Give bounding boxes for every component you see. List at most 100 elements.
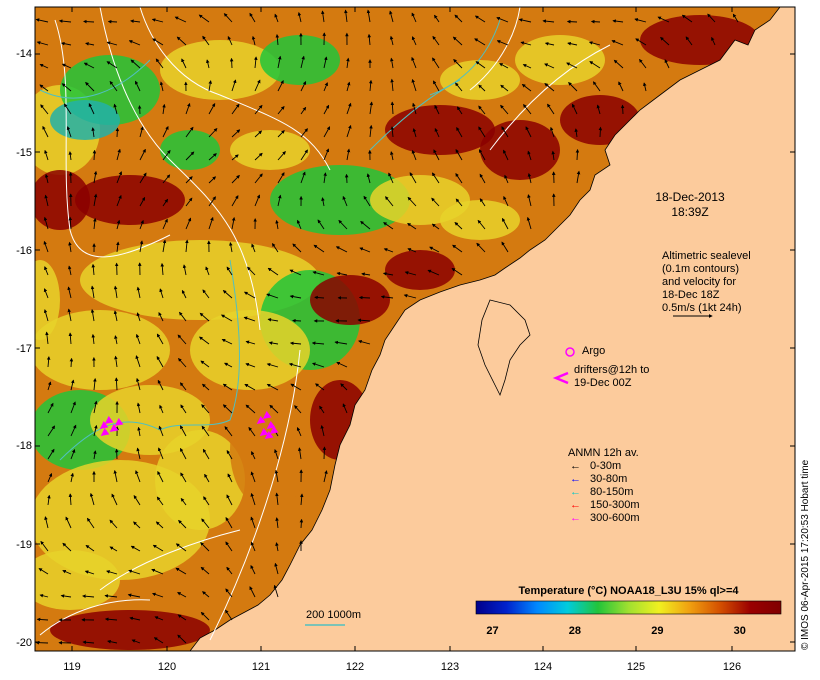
- velocity-arrow: [254, 130, 263, 138]
- velocity-arrow: [296, 427, 302, 437]
- velocity-arrow: [61, 63, 72, 69]
- velocity-arrow: [91, 263, 96, 276]
- velocity-arrow: [660, 36, 670, 46]
- velocity-arrow: [139, 126, 144, 138]
- velocity-arrow: [177, 334, 187, 345]
- velocity-arrow: [453, 58, 463, 69]
- drifters-annotation: drifters@12h to 19-Dec 00Z: [574, 364, 649, 390]
- velocity-arrows: [35, 9, 739, 645]
- velocity-arrow: [315, 383, 325, 391]
- velocity-arrow: [452, 36, 463, 46]
- velocity-arrow: [732, 13, 739, 23]
- velocity-arrow: [208, 216, 214, 230]
- velocity-arrow: [274, 469, 279, 483]
- velocity-arrow: [158, 425, 164, 437]
- velocity-arrow: [130, 19, 141, 23]
- velocity-arrow: [454, 14, 463, 23]
- velocity-arrow: [433, 149, 440, 161]
- velocity-arrow: [596, 104, 601, 115]
- velocity-arrow: [93, 424, 98, 437]
- velocity-arrow: [403, 293, 417, 299]
- velocity-arrow: [162, 218, 168, 230]
- velocity-arrow: [47, 402, 54, 414]
- velocity-arrow: [275, 492, 279, 506]
- velocity-arrow: [457, 106, 463, 115]
- velocity-arrow: [159, 288, 164, 299]
- velocity-arrow: [135, 333, 141, 345]
- sealevel-contours: [39, 7, 611, 641]
- velocity-arrow: [83, 19, 95, 24]
- velocity-arrow: [527, 194, 532, 207]
- velocity-arrow: [84, 570, 95, 575]
- velocity-arrow: [312, 362, 325, 368]
- sst-patch: [160, 40, 280, 100]
- velocity-arrow: [592, 81, 601, 92]
- velocity-arrow: [130, 59, 141, 69]
- velocity-arrow: [289, 269, 302, 276]
- velocity-arrow: [109, 80, 118, 92]
- velocity-arrow: [180, 497, 187, 506]
- velocity-arrow: [156, 333, 164, 345]
- velocity-arrow: [176, 36, 187, 46]
- velocity-arrow: [681, 14, 693, 23]
- x-tick-label: 120: [157, 661, 177, 673]
- velocity-arrow: [208, 153, 217, 161]
- velocity-arrow: [106, 570, 118, 575]
- velocity-arrow: [521, 83, 532, 92]
- velocity-arrow: [323, 126, 331, 138]
- velocity-arrow: [342, 195, 348, 207]
- velocity-arrow: [431, 197, 440, 207]
- land-peninsula: [477, 299, 531, 397]
- velocity-arrow: [268, 341, 279, 345]
- velocity-arrow: [297, 11, 302, 23]
- velocity-arrow: [131, 639, 141, 644]
- sealevel-annotation: Altimetric sealevel (0.1m contours) and …: [662, 250, 751, 315]
- velocity-arrow: [160, 262, 165, 276]
- velocity-arrow: [243, 291, 256, 299]
- velocity-arrow: [231, 216, 236, 230]
- velocity-arrow: [231, 174, 240, 184]
- velocity-arrow: [501, 241, 509, 253]
- velocity-arrow: [201, 518, 210, 529]
- velocity-arrow: [525, 126, 532, 138]
- velocity-arrow: [300, 128, 308, 138]
- velocity-arrow: [323, 172, 327, 184]
- velocity-arrow: [288, 362, 302, 368]
- velocity-arrow: [369, 124, 373, 138]
- velocity-arrow: [65, 516, 72, 529]
- velocity-arrow: [411, 12, 417, 23]
- velocity-arrow: [200, 611, 210, 621]
- velocity-arrow: [61, 83, 72, 92]
- velocity-arrow: [181, 58, 187, 69]
- velocity-arrow: [452, 244, 463, 253]
- velocity-arrow: [311, 341, 325, 345]
- velocity-arrow: [243, 316, 256, 322]
- velocity-arrow: [185, 197, 193, 207]
- velocity-arrow: [70, 472, 74, 483]
- velocity-arrow: [412, 128, 417, 138]
- velocity-arrow: [180, 404, 187, 414]
- velocity-arrow: [455, 172, 463, 184]
- velocity-arrow: [383, 222, 394, 230]
- velocity-arrow: [139, 196, 146, 207]
- velocity-arrow: [272, 243, 279, 253]
- velocity-arrow: [136, 286, 141, 299]
- velocity-arrow: [82, 594, 95, 598]
- y-tick-label: -19: [16, 539, 32, 551]
- velocity-arrow: [245, 404, 256, 414]
- velocity-arrow: [224, 426, 233, 437]
- x-tick-label: 121: [251, 661, 271, 673]
- velocity-arrow: [434, 104, 440, 115]
- velocity-arrow: [266, 362, 279, 368]
- velocity-arrow: [200, 542, 210, 552]
- drifter-arrow: [100, 427, 110, 436]
- velocity-arrow: [90, 308, 95, 322]
- velocity-arrow: [47, 494, 51, 506]
- velocity-arrow: [185, 239, 189, 253]
- velocity-arrow: [208, 80, 213, 92]
- velocity-arrow: [199, 336, 210, 345]
- velocity-arrow: [526, 216, 532, 230]
- velocity-arrow: [36, 41, 49, 46]
- y-tick-label: -17: [16, 343, 32, 355]
- velocity-arrow: [175, 567, 187, 575]
